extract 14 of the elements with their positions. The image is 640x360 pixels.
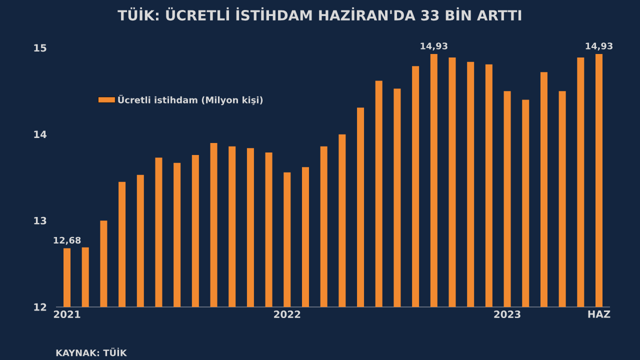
legend-label: Ücretli istihdam (Milyon kişi) — [118, 94, 263, 106]
data-label: 14,93 — [586, 42, 612, 51]
x-tick-label: 2022 — [274, 310, 300, 318]
x-tick-label: 2021 — [54, 310, 80, 318]
chart-title: TÜİK: ÜCRETLİ İSTİHDAM HAZİRAN'DA 33 BİN ARTTI — [118, 7, 522, 21]
y-tick-label: 15 — [34, 44, 46, 52]
x-tick-label: 2023 — [494, 310, 520, 318]
y-tick-label: 12 — [34, 303, 46, 311]
y-tick-label: 13 — [34, 216, 46, 224]
x-tick-label: HAZ — [588, 310, 610, 318]
data-label: 14,93 — [420, 42, 448, 51]
y-tick-label: 14 — [34, 130, 47, 138]
data-label: 12,68 — [54, 236, 81, 245]
text: KAYNAK: TÜİK — [56, 348, 128, 356]
